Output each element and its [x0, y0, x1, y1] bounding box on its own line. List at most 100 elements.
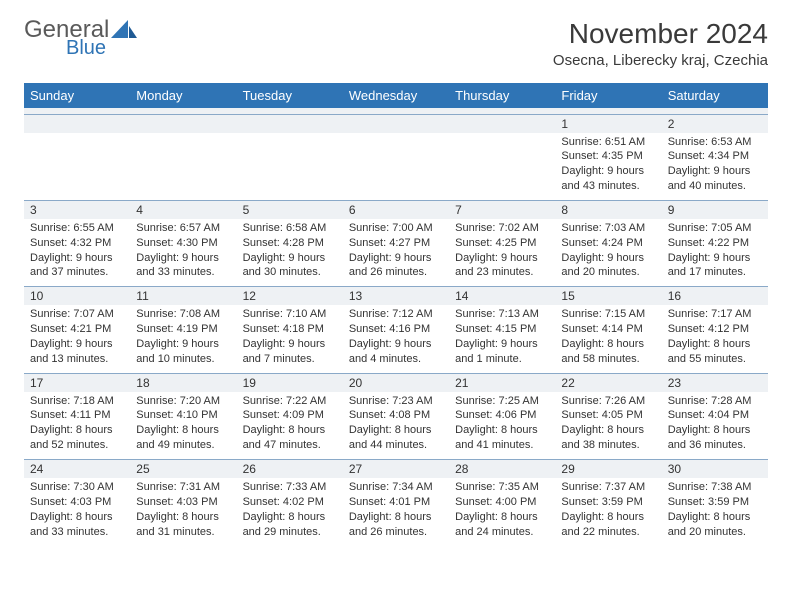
day-sunset: Sunset: 4:04 PM: [668, 408, 762, 423]
day-number: 4: [130, 201, 236, 219]
calendar-cell: 2Sunrise: 6:53 AMSunset: 4:34 PMDaylight…: [662, 114, 768, 200]
day-day1: Daylight: 9 hours: [561, 251, 655, 266]
calendar-cell: 6Sunrise: 7:00 AMSunset: 4:27 PMDaylight…: [343, 200, 449, 286]
day-day2: and 58 minutes.: [561, 352, 655, 367]
day-sunrise: Sunrise: 7:35 AM: [455, 480, 549, 495]
day-details: Sunrise: 7:26 AMSunset: 4:05 PMDaylight:…: [555, 392, 661, 459]
day-sunrise: Sunrise: 7:23 AM: [349, 394, 443, 409]
day-day2: and 40 minutes.: [668, 179, 762, 194]
day-day1: Daylight: 9 hours: [561, 164, 655, 179]
day-details: Sunrise: 7:35 AMSunset: 4:00 PMDaylight:…: [449, 478, 555, 545]
day-day1: Daylight: 8 hours: [561, 337, 655, 352]
weekday-header: Saturday: [662, 83, 768, 108]
day-details: Sunrise: 7:23 AMSunset: 4:08 PMDaylight:…: [343, 392, 449, 459]
day-details: Sunrise: 7:28 AMSunset: 4:04 PMDaylight:…: [662, 392, 768, 459]
day-number: 24: [24, 460, 130, 478]
day-details: Sunrise: 7:31 AMSunset: 4:03 PMDaylight:…: [130, 478, 236, 545]
day-sunset: Sunset: 4:06 PM: [455, 408, 549, 423]
calendar-cell: 28Sunrise: 7:35 AMSunset: 4:00 PMDayligh…: [449, 460, 555, 546]
day-day2: and 44 minutes.: [349, 438, 443, 453]
calendar-cell: [449, 114, 555, 200]
day-day2: and 26 minutes.: [349, 525, 443, 540]
day-number: 2: [662, 115, 768, 133]
day-details: Sunrise: 7:15 AMSunset: 4:14 PMDaylight:…: [555, 305, 661, 372]
day-details: Sunrise: 7:25 AMSunset: 4:06 PMDaylight:…: [449, 392, 555, 459]
day-sunrise: Sunrise: 7:38 AM: [668, 480, 762, 495]
day-day1: Daylight: 8 hours: [136, 510, 230, 525]
day-number: 7: [449, 201, 555, 219]
day-details: Sunrise: 7:07 AMSunset: 4:21 PMDaylight:…: [24, 305, 130, 372]
day-details: Sunrise: 7:17 AMSunset: 4:12 PMDaylight:…: [662, 305, 768, 372]
day-number: 28: [449, 460, 555, 478]
day-day2: and 55 minutes.: [668, 352, 762, 367]
day-sunrise: Sunrise: 7:07 AM: [30, 307, 124, 322]
day-details: Sunrise: 7:30 AMSunset: 4:03 PMDaylight:…: [24, 478, 130, 545]
day-details: Sunrise: 7:13 AMSunset: 4:15 PMDaylight:…: [449, 305, 555, 372]
day-number: 16: [662, 287, 768, 305]
day-day1: Daylight: 8 hours: [243, 423, 337, 438]
day-day2: and 1 minute.: [455, 352, 549, 367]
day-sunrise: Sunrise: 7:30 AM: [30, 480, 124, 495]
day-sunset: Sunset: 4:30 PM: [136, 236, 230, 251]
calendar-cell: 23Sunrise: 7:28 AMSunset: 4:04 PMDayligh…: [662, 373, 768, 459]
day-day1: Daylight: 9 hours: [455, 337, 549, 352]
day-sunrise: Sunrise: 7:15 AM: [561, 307, 655, 322]
calendar-cell: [237, 114, 343, 200]
day-day1: Daylight: 8 hours: [668, 337, 762, 352]
calendar-cell: [130, 114, 236, 200]
day-sunrise: Sunrise: 7:12 AM: [349, 307, 443, 322]
day-details: Sunrise: 6:55 AMSunset: 4:32 PMDaylight:…: [24, 219, 130, 286]
calendar-cell: 22Sunrise: 7:26 AMSunset: 4:05 PMDayligh…: [555, 373, 661, 459]
day-day1: Daylight: 9 hours: [349, 337, 443, 352]
day-sunset: Sunset: 4:03 PM: [136, 495, 230, 510]
day-number: 26: [237, 460, 343, 478]
calendar-cell: 24Sunrise: 7:30 AMSunset: 4:03 PMDayligh…: [24, 460, 130, 546]
day-details: Sunrise: 6:51 AMSunset: 4:35 PMDaylight:…: [555, 133, 661, 200]
day-day2: and 17 minutes.: [668, 265, 762, 280]
day-details-empty: [449, 133, 555, 200]
day-day2: and 33 minutes.: [30, 525, 124, 540]
day-day2: and 23 minutes.: [455, 265, 549, 280]
day-day1: Daylight: 8 hours: [668, 510, 762, 525]
day-number: 6: [343, 201, 449, 219]
day-day1: Daylight: 9 hours: [455, 251, 549, 266]
calendar-cell: 11Sunrise: 7:08 AMSunset: 4:19 PMDayligh…: [130, 287, 236, 373]
day-sunset: Sunset: 4:25 PM: [455, 236, 549, 251]
day-day1: Daylight: 8 hours: [30, 423, 124, 438]
day-sunset: Sunset: 4:01 PM: [349, 495, 443, 510]
weekday-header: Friday: [555, 83, 661, 108]
calendar-cell: 14Sunrise: 7:13 AMSunset: 4:15 PMDayligh…: [449, 287, 555, 373]
day-sunset: Sunset: 4:12 PM: [668, 322, 762, 337]
day-day2: and 26 minutes.: [349, 265, 443, 280]
day-sunrise: Sunrise: 7:03 AM: [561, 221, 655, 236]
day-sunset: Sunset: 4:14 PM: [561, 322, 655, 337]
day-sunrise: Sunrise: 7:08 AM: [136, 307, 230, 322]
day-day1: Daylight: 8 hours: [30, 510, 124, 525]
day-sunset: Sunset: 4:34 PM: [668, 149, 762, 164]
day-day2: and 36 minutes.: [668, 438, 762, 453]
day-number-empty: [449, 115, 555, 133]
calendar-cell: 21Sunrise: 7:25 AMSunset: 4:06 PMDayligh…: [449, 373, 555, 459]
day-day1: Daylight: 9 hours: [30, 337, 124, 352]
weekday-header: Monday: [130, 83, 236, 108]
day-day1: Daylight: 8 hours: [136, 423, 230, 438]
day-number: 10: [24, 287, 130, 305]
calendar-week-row: 24Sunrise: 7:30 AMSunset: 4:03 PMDayligh…: [24, 460, 768, 546]
day-sunset: Sunset: 4:10 PM: [136, 408, 230, 423]
calendar-cell: 17Sunrise: 7:18 AMSunset: 4:11 PMDayligh…: [24, 373, 130, 459]
day-day2: and 20 minutes.: [561, 265, 655, 280]
day-sunrise: Sunrise: 6:58 AM: [243, 221, 337, 236]
day-day2: and 49 minutes.: [136, 438, 230, 453]
day-sunrise: Sunrise: 7:17 AM: [668, 307, 762, 322]
day-sunset: Sunset: 4:35 PM: [561, 149, 655, 164]
calendar-cell: 19Sunrise: 7:22 AMSunset: 4:09 PMDayligh…: [237, 373, 343, 459]
day-sunset: Sunset: 4:16 PM: [349, 322, 443, 337]
calendar-cell: 18Sunrise: 7:20 AMSunset: 4:10 PMDayligh…: [130, 373, 236, 459]
day-details: Sunrise: 6:58 AMSunset: 4:28 PMDaylight:…: [237, 219, 343, 286]
day-sunset: Sunset: 4:21 PM: [30, 322, 124, 337]
day-sunrise: Sunrise: 7:34 AM: [349, 480, 443, 495]
logo-sail-icon: [111, 20, 137, 42]
day-number: 3: [24, 201, 130, 219]
day-details: Sunrise: 7:08 AMSunset: 4:19 PMDaylight:…: [130, 305, 236, 372]
day-details-empty: [343, 133, 449, 200]
